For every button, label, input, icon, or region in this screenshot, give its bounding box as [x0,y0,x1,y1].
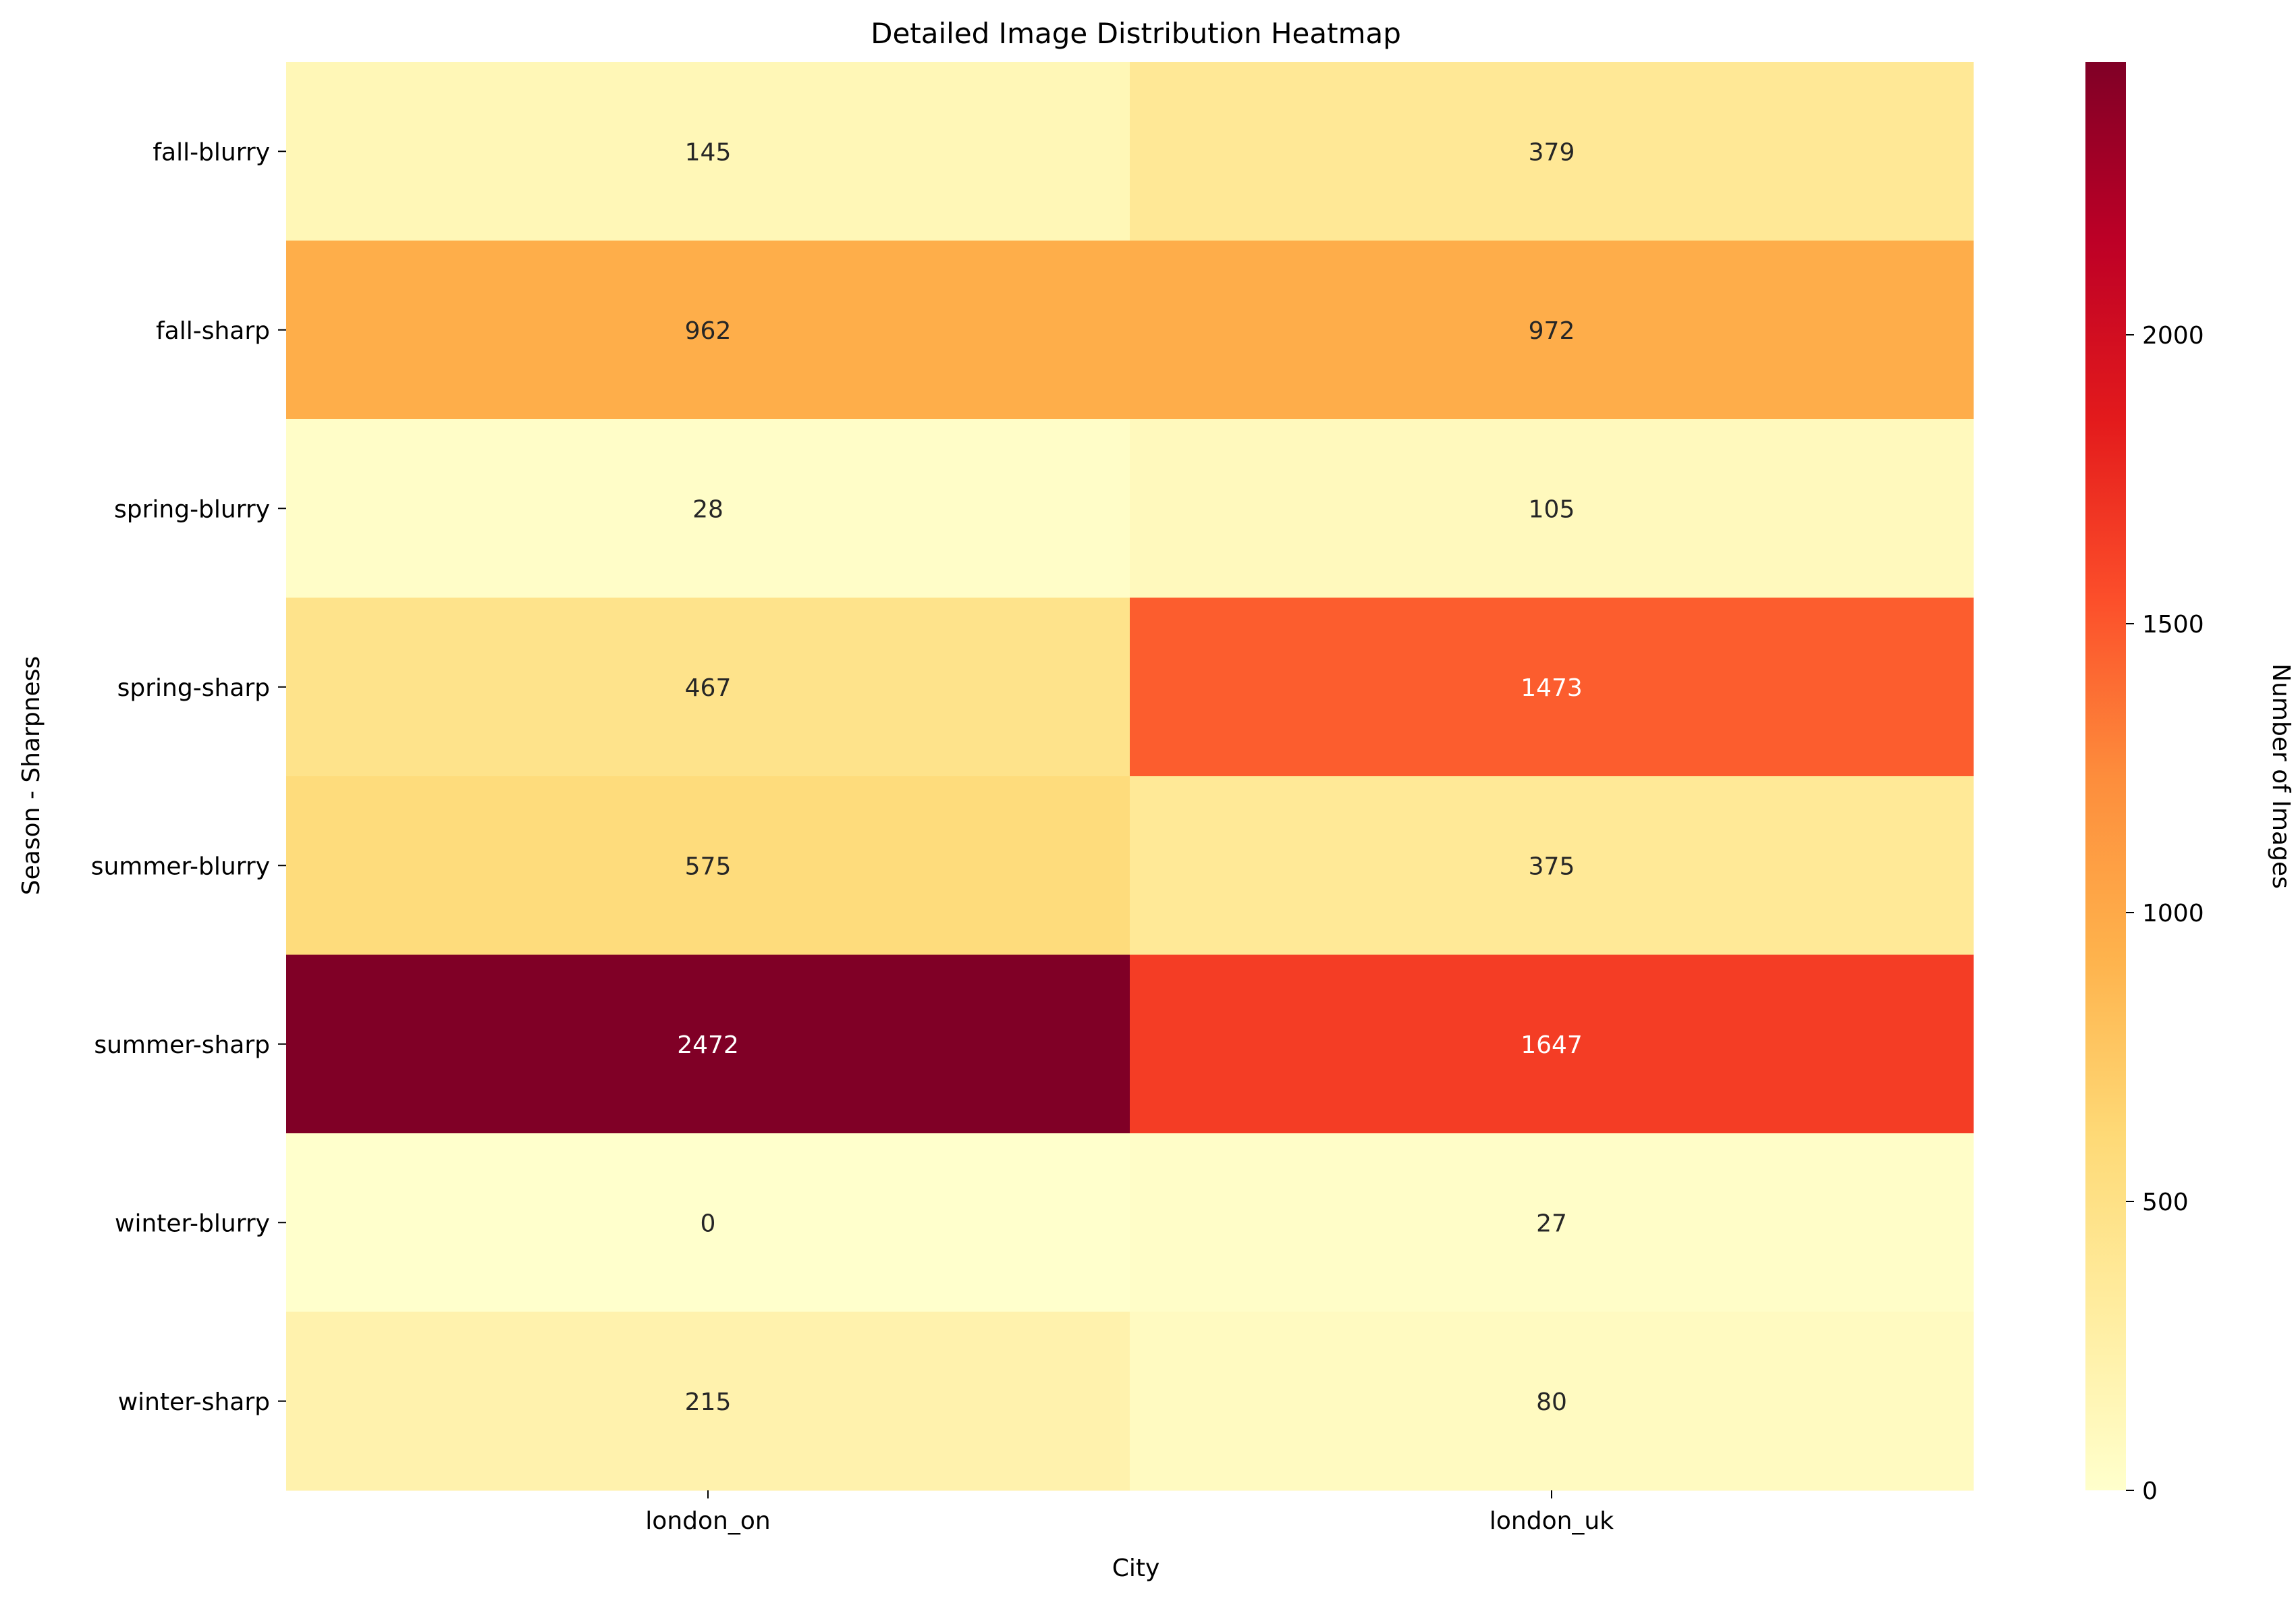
cell-value-label: 27 [1536,1210,1567,1237]
cell-value-label: 145 [685,138,732,166]
heatmap-cell [286,62,1130,241]
cell-value-label: 0 [701,1210,716,1237]
x-tick-label: london_on [645,1507,770,1535]
heatmap-cell [1130,240,1974,420]
heatmap-cells: 145 379 962 972 28 105 467 1473 575 375 2472 1647 0 2… [286,62,1974,1491]
heatmap-cell [286,954,1130,1134]
cell-value-label: 105 [1529,495,1575,523]
y-tick-label: fall-sharp [156,317,270,345]
heatmap-cell [1130,419,1974,598]
y-tick-label: summer-blurry [91,852,270,880]
cell-value-label: 962 [685,317,732,345]
cell-value-label: 2472 [677,1031,739,1059]
cell-value-label: 972 [1529,317,1575,345]
heatmap-cell [286,1133,1130,1312]
x-tick-label: london_uk [1489,1507,1614,1535]
y-tick-label: summer-sharp [94,1031,270,1059]
heatmap-cell [1130,1133,1974,1312]
heatmap-cell [286,240,1130,420]
y-axis-label: Season - Sharpness [18,656,45,895]
cell-value-label: 1473 [1521,674,1583,702]
heatmap-cell [1130,954,1974,1134]
heatmap-cell [286,1311,1130,1491]
cell-value-label: 215 [685,1388,732,1416]
chart-title: Detailed Image Distribution Heatmap [871,17,1401,50]
cell-value-label: 379 [1529,138,1575,166]
colorbar-tick-label: 500 [2142,1189,2189,1216]
cell-value-label: 375 [1529,852,1575,880]
colorbar-tick-label: 1500 [2142,611,2204,639]
y-tick-label: winter-blurry [115,1210,270,1237]
colorbar-tick-label: 0 [2142,1478,2158,1505]
colorbar-tick-label: 2000 [2142,322,2204,350]
cell-value-label: 80 [1536,1388,1567,1416]
y-tick-labels: fall-blurry fall-sharp spring-blurry spring… [91,138,286,1416]
cell-value-label: 1647 [1521,1031,1583,1059]
y-tick-label: fall-blurry [153,138,270,166]
x-axis-label: City [1112,1554,1160,1582]
x-tick-labels: london_on london_uk [645,1490,1614,1535]
y-tick-label: spring-blurry [114,495,270,523]
colorbar [2085,62,2126,1490]
colorbar-label: Number of Images [2267,664,2295,889]
heatmap-cell [1130,1311,1974,1491]
heatmap-cell [1130,597,1974,777]
y-tick-label: spring-sharp [117,674,270,702]
heatmap-cell [286,597,1130,777]
heatmap-cell [286,419,1130,598]
heatmap-cell [1130,776,1974,955]
colorbar-tick-label: 1000 [2142,900,2204,927]
heatmap-cell [286,776,1130,955]
cell-value-label: 575 [685,852,732,880]
cell-value-label: 467 [685,674,732,702]
cell-value-label: 28 [692,495,723,523]
heatmap-cell [1130,62,1974,241]
y-tick-label: winter-sharp [118,1388,270,1416]
colorbar-ticks: 0 500 1000 1500 2000 [2126,322,2204,1505]
